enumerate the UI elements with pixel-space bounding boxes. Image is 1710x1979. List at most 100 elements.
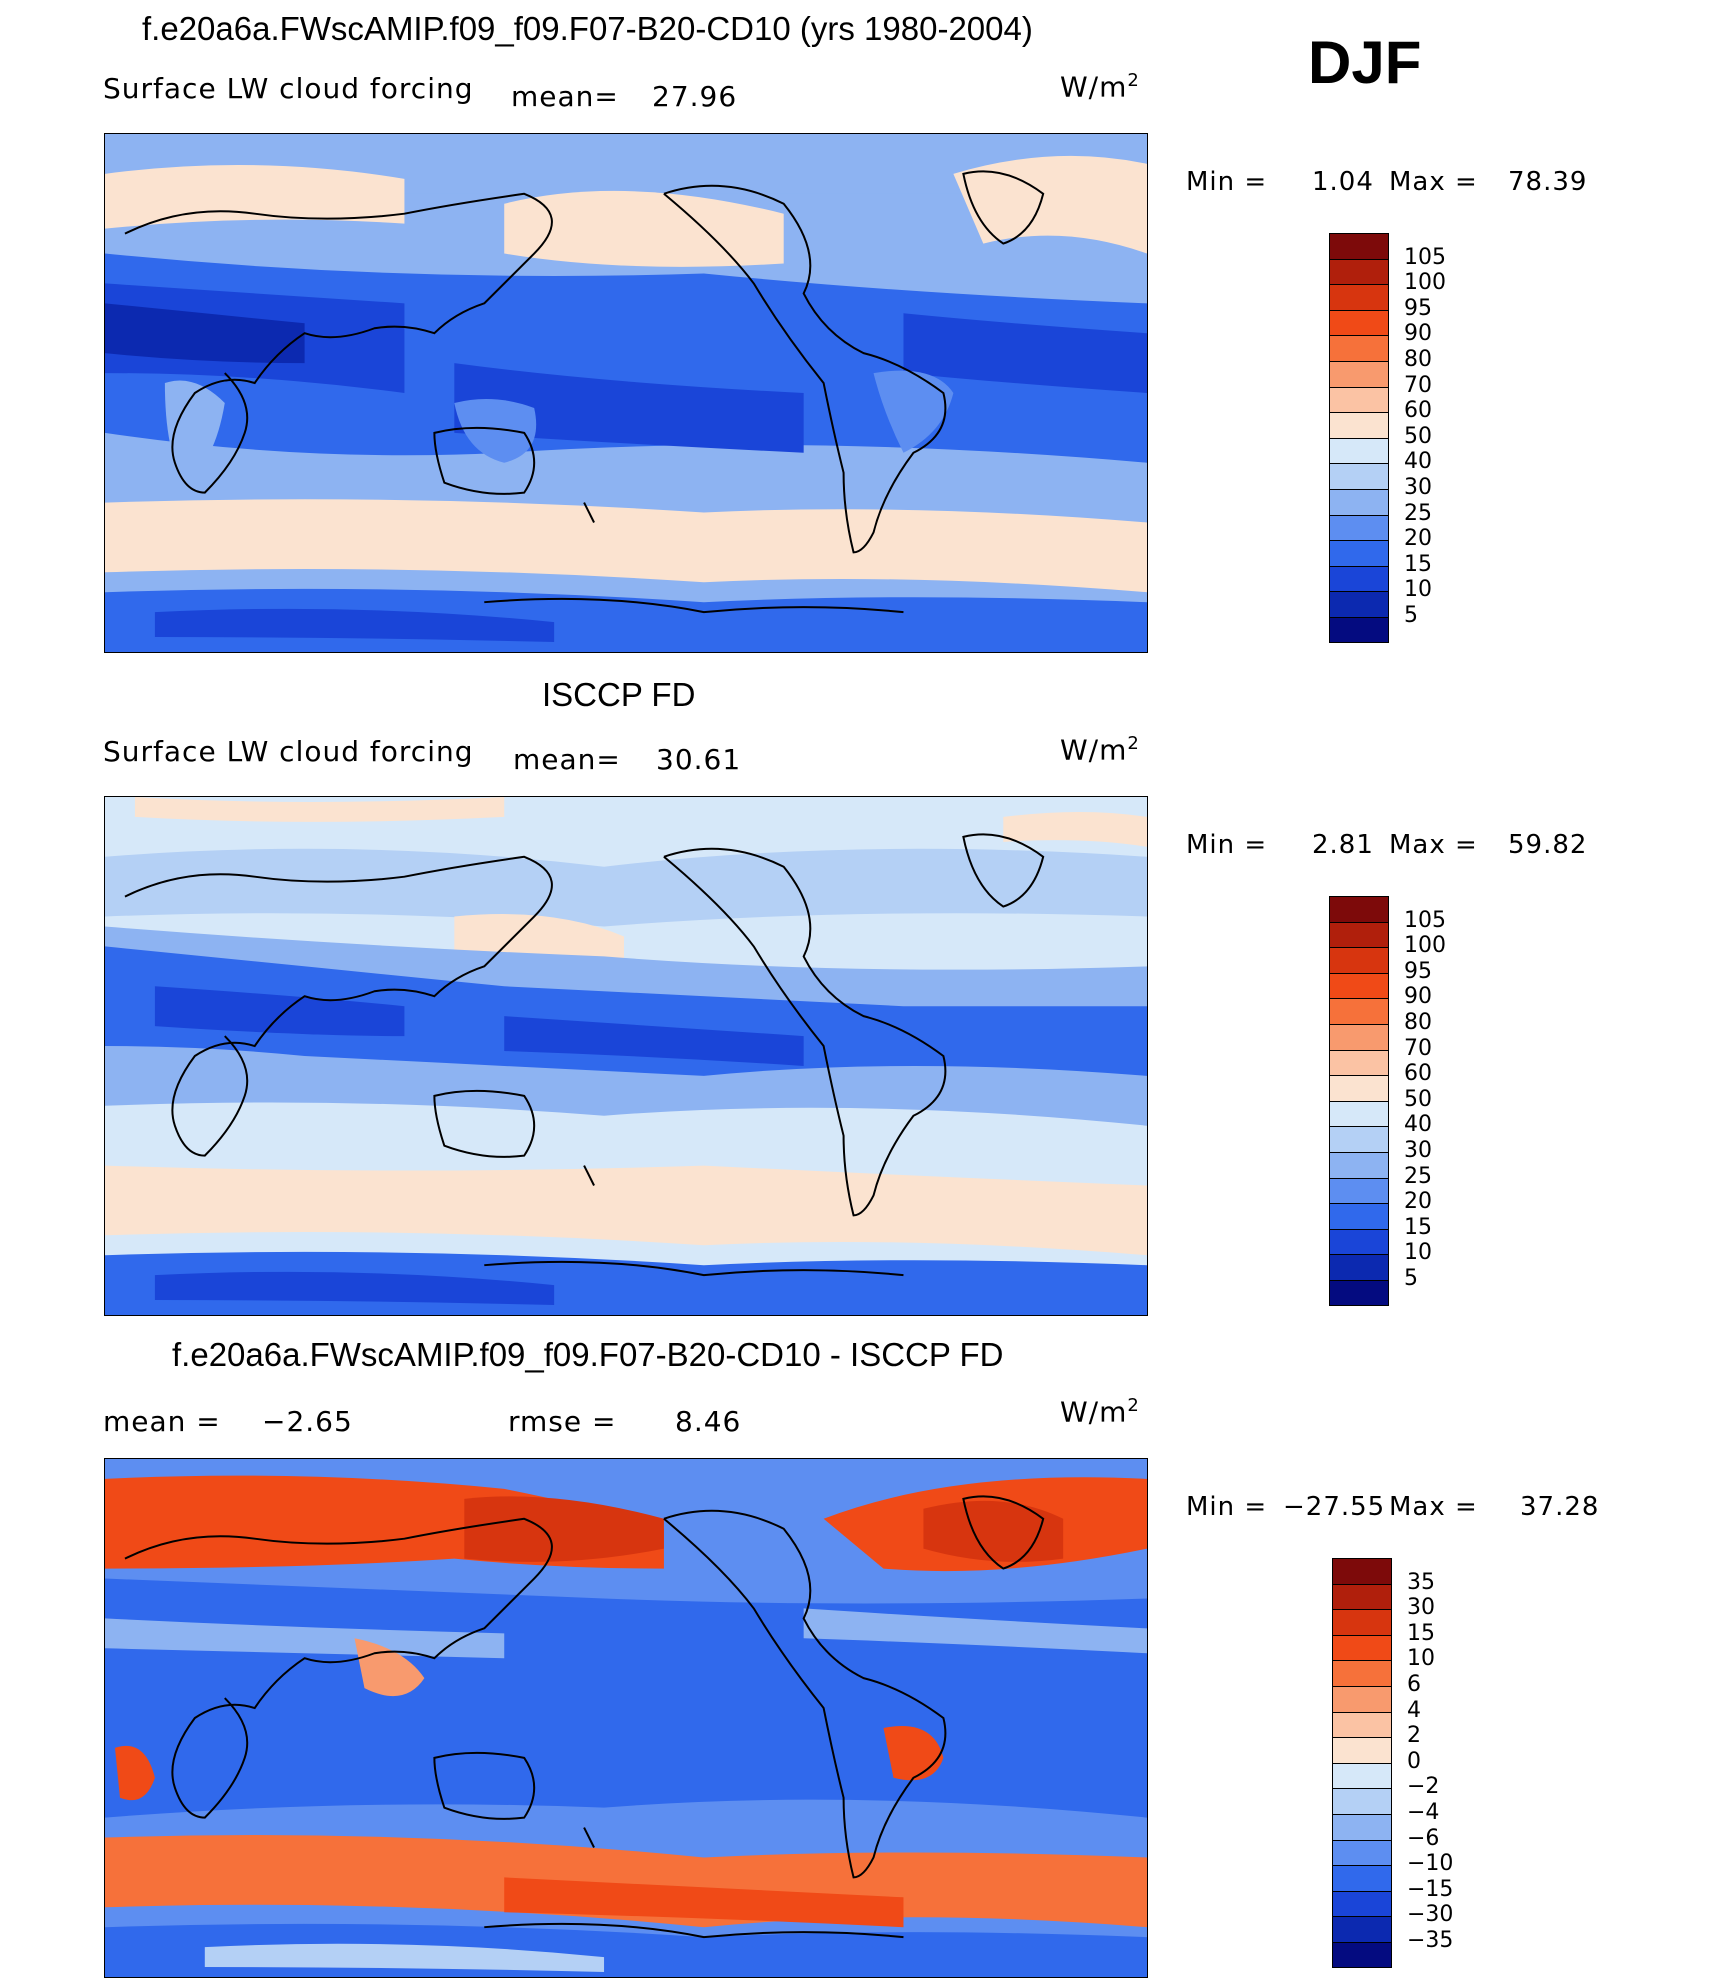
model-cloud-forcing-map — [105, 134, 1147, 652]
colorbar-swatch — [1329, 972, 1389, 999]
colorbar-swatch — [1329, 514, 1389, 541]
panel-1-colorbar — [1329, 233, 1389, 643]
colorbar-swatch — [1332, 1916, 1392, 1942]
panel-1-min-label: Min = — [1186, 167, 1268, 197]
colorbar-swatch — [1329, 1151, 1389, 1178]
colorbar-swatch — [1329, 1049, 1389, 1076]
colorbar-swatch — [1332, 1583, 1392, 1610]
panel-3-max-value: 37.28 — [1520, 1492, 1600, 1522]
colorbar-tick-label: 5 — [1404, 1266, 1418, 1291]
panel-2-variable: Surface LW cloud forcing — [103, 735, 474, 768]
colorbar-swatch — [1332, 1558, 1392, 1584]
panel-1-mean-value: 27.96 — [652, 80, 738, 113]
colorbar-swatch — [1329, 258, 1389, 285]
panel-2-units: W/m2 — [1060, 733, 1140, 767]
colorbar-tick-label: 50 — [1404, 423, 1432, 449]
colorbar-tick-label: −6 — [1407, 1825, 1440, 1851]
panel-1-max-value: 78.39 — [1508, 167, 1588, 197]
colorbar-swatch — [1329, 921, 1389, 948]
colorbar-tick-label: 50 — [1404, 1086, 1432, 1112]
panel-3-map — [104, 1458, 1148, 1978]
colorbar-swatch — [1332, 1941, 1392, 1968]
isccp-cloud-forcing-map — [105, 797, 1147, 1315]
season-label: DJF — [1308, 29, 1422, 96]
colorbar-swatch — [1332, 1711, 1392, 1738]
colorbar-tick-label: −30 — [1407, 1902, 1454, 1928]
colorbar-swatch — [1329, 1254, 1389, 1280]
panel-1-mean-label: mean= — [511, 80, 619, 113]
colorbar-swatch — [1329, 437, 1389, 464]
colorbar-tick-label: 15 — [1404, 1214, 1432, 1240]
panel-3-mean-label: mean = — [103, 1405, 221, 1438]
colorbar-swatch — [1329, 412, 1389, 438]
colorbar-swatch — [1329, 591, 1389, 617]
panel-1-max-label: Max = — [1389, 167, 1478, 197]
panel-3-mean-value: −2.65 — [262, 1405, 353, 1438]
panel-1-units: W/m2 — [1060, 70, 1140, 104]
colorbar-tick-label: 40 — [1404, 1112, 1432, 1138]
colorbar-tick-label: 95 — [1404, 958, 1432, 984]
colorbar-tick-label: 25 — [1404, 500, 1432, 526]
panel-3-max-label: Max = — [1389, 1492, 1478, 1522]
colorbar-tick-label: 70 — [1404, 372, 1432, 398]
colorbar-tick-label: 25 — [1404, 1163, 1432, 1189]
panel-1-min-value: 1.04 — [1312, 167, 1374, 197]
panel-2-min-value: 2.81 — [1312, 830, 1374, 860]
colorbar-swatch — [1329, 309, 1389, 336]
panel-2-max-value: 59.82 — [1508, 830, 1588, 860]
colorbar-swatch — [1329, 1203, 1389, 1229]
colorbar-tick-label: 95 — [1404, 295, 1432, 321]
colorbar-tick-label: −4 — [1407, 1800, 1440, 1825]
colorbar-tick-label: 15 — [1404, 551, 1432, 577]
colorbar-tick-label: 15 — [1407, 1620, 1435, 1646]
colorbar-swatch — [1329, 1126, 1389, 1152]
colorbar-swatch — [1332, 1660, 1392, 1686]
panel-1-variable: Surface LW cloud forcing — [103, 72, 474, 105]
colorbar-swatch — [1332, 1813, 1392, 1840]
colorbar-tick-label: 30 — [1407, 1595, 1435, 1621]
panel-3-min-label: Min = — [1186, 1492, 1268, 1522]
panel-2-min-label: Min = — [1186, 830, 1268, 860]
panel-2-map — [104, 796, 1148, 1316]
colorbar-swatch — [1332, 1685, 1392, 1712]
colorbar-tick-label: −2 — [1407, 1774, 1440, 1800]
colorbar-tick-label: 100 — [1404, 933, 1446, 959]
colorbar-tick-label: 10 — [1404, 1240, 1432, 1266]
panel-3-rmse-value: 8.46 — [675, 1405, 742, 1438]
colorbar-tick-label: 90 — [1404, 321, 1432, 347]
colorbar-swatch — [1332, 1634, 1392, 1661]
colorbar-tick-label: 2 — [1407, 1723, 1421, 1749]
panel-1-title: f.e20a6a.FWscAMIP.f09_f09.F07-B20-CD10 (… — [142, 10, 1033, 47]
colorbar-tick-label: 80 — [1404, 1010, 1432, 1035]
colorbar-tick-label: 60 — [1404, 1061, 1432, 1087]
panel-3-rmse-label: rmse = — [508, 1405, 617, 1438]
colorbar-swatch — [1332, 1788, 1392, 1814]
colorbar-tick-label: 80 — [1404, 347, 1432, 372]
colorbar-swatch — [1329, 335, 1389, 361]
colorbar-tick-label: 10 — [1404, 577, 1432, 603]
colorbar-swatch — [1329, 1075, 1389, 1101]
colorbar-tick-label: 35 — [1407, 1569, 1435, 1595]
colorbar-swatch — [1329, 1228, 1389, 1255]
colorbar-swatch — [1329, 233, 1389, 259]
colorbar-swatch — [1329, 463, 1389, 489]
colorbar-swatch — [1329, 1100, 1389, 1127]
colorbar-swatch — [1329, 1177, 1389, 1204]
colorbar-swatch — [1329, 896, 1389, 922]
panel-2-max-label: Max = — [1389, 830, 1478, 860]
colorbar-swatch — [1329, 284, 1389, 310]
colorbar-swatch — [1332, 1609, 1392, 1635]
colorbar-tick-label: 105 — [1404, 907, 1446, 933]
colorbar-swatch — [1329, 1279, 1389, 1306]
colorbar-swatch — [1329, 947, 1389, 973]
panel-3-units: W/m2 — [1060, 1395, 1140, 1429]
colorbar-tick-label: 30 — [1404, 475, 1432, 500]
colorbar-tick-label: 4 — [1407, 1697, 1421, 1723]
panel-3-min-value: −27.55 — [1283, 1492, 1386, 1522]
colorbar-tick-label: 40 — [1404, 449, 1432, 475]
colorbar-tick-label: 0 — [1407, 1748, 1421, 1774]
colorbar-tick-label: 100 — [1404, 270, 1446, 296]
panel-3-colorbar — [1332, 1558, 1392, 1968]
colorbar-swatch — [1329, 616, 1389, 643]
colorbar-tick-label: 20 — [1404, 526, 1432, 552]
